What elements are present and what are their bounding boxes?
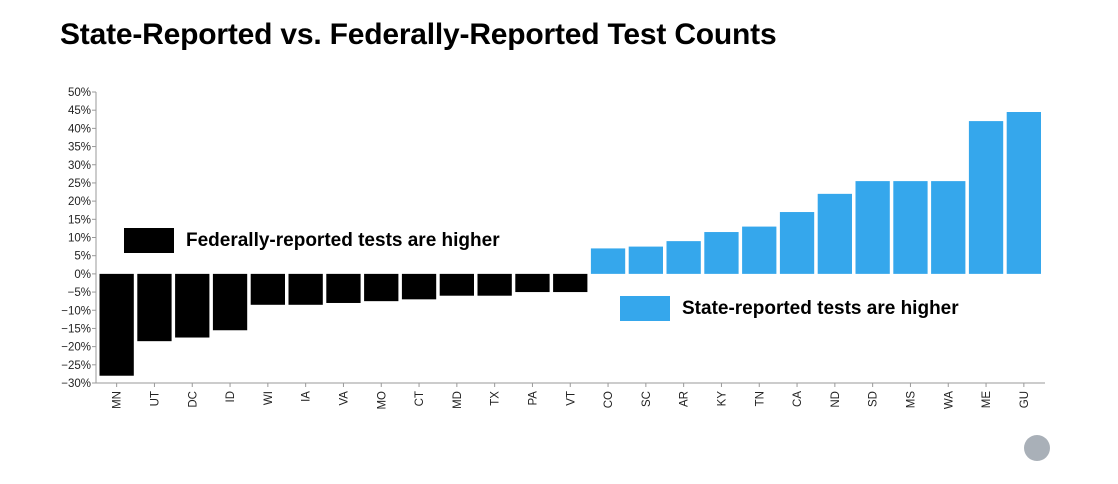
x-tick-label: ID [225, 391, 237, 403]
y-tick-label: 5% [74, 251, 91, 263]
x-tick-label: TN [754, 391, 766, 406]
legend-state-label: State-reported tests are higher [682, 297, 959, 319]
y-tick-label: 50% [68, 87, 91, 99]
y-tick-label: −20% [61, 342, 91, 354]
bar-md [439, 273, 474, 296]
bar-ky [704, 232, 739, 274]
chart-title: State-Reported vs. Federally-Reported Te… [60, 18, 777, 51]
x-tick-label: WA [943, 391, 955, 409]
bar-wi [250, 273, 285, 305]
y-tick-label: 35% [68, 142, 91, 154]
y-tick-label: 25% [68, 178, 91, 190]
y-tick-label: 15% [68, 214, 91, 226]
bar-ct [401, 273, 437, 300]
bar-ca [779, 212, 815, 274]
x-tick-label: MD [452, 391, 464, 409]
y-tick-label: 0% [74, 269, 91, 281]
x-tick-label: SD [868, 391, 880, 407]
x-tick-label: MS [905, 391, 917, 409]
y-tick-label: −10% [61, 305, 91, 317]
bar-va [326, 273, 361, 303]
legend-state: State-reported tests are higher [620, 296, 959, 321]
x-tick-label: ND [830, 391, 842, 408]
y-axis: −30% −25% −20% −15% −10% −5% 0% 5% 10% 15% 20% 25% 3… [61, 87, 97, 390]
crescent-logo-icon [1014, 428, 1050, 468]
bar-gu [1006, 112, 1041, 274]
legend-federal: Federally-reported tests are higher [124, 228, 500, 253]
y-tick-label: 40% [68, 123, 91, 135]
bar-me [968, 121, 1004, 274]
x-tick-label: AR [679, 391, 691, 407]
bar-dc [175, 273, 210, 338]
y-tick-label: −25% [61, 360, 91, 372]
bar-tn [742, 226, 777, 274]
x-tick-label: VT [565, 391, 577, 406]
y-tick-label: 45% [68, 105, 91, 117]
bar-ut [137, 273, 172, 342]
bar-mn [99, 273, 134, 376]
y-tick-label: −30% [61, 378, 91, 390]
x-tick-label: ME [981, 391, 993, 409]
x-tick-label: PA [527, 391, 539, 406]
x-tick-label: CA [792, 391, 804, 407]
x-tick-label: CO [603, 391, 615, 408]
legend-federal-swatch [124, 228, 174, 253]
legend-state-swatch [620, 296, 670, 321]
bar-sd [855, 181, 890, 274]
bar-co [590, 248, 626, 274]
y-tick-label: 20% [68, 196, 91, 208]
bar-ar [666, 241, 701, 274]
x-tick-label: TX [490, 391, 502, 406]
x-tick-label: SC [641, 391, 653, 407]
x-axis: MN UT DC ID WI IA VA MO CT MD TX PA VT CO SC AR KY TN CA ND… [96, 382, 1045, 410]
bar-ia [288, 273, 323, 305]
bar-mo [364, 273, 399, 302]
y-tick-label: −15% [61, 323, 91, 335]
bar-sc [628, 246, 663, 274]
bars [99, 112, 1041, 376]
bar-tx [477, 273, 512, 296]
x-tick-label: MO [376, 391, 388, 410]
x-tick-label: MN [112, 391, 124, 409]
x-tick-label: CT [414, 391, 426, 406]
y-tick-label: 30% [68, 160, 91, 172]
bar-nd [817, 193, 852, 274]
x-tick-label: IA [301, 391, 313, 402]
bar-pa [515, 273, 550, 293]
y-tick-label: −5% [68, 287, 91, 299]
legend-federal-label: Federally-reported tests are higher [186, 229, 500, 251]
x-tick-label: GU [1019, 391, 1031, 408]
bar-ms [893, 181, 928, 274]
x-tick-label: WI [263, 391, 275, 405]
bar-wa [931, 181, 966, 274]
x-tick-label: KY [716, 391, 728, 407]
x-tick-label: VA [338, 391, 350, 406]
y-tick-label: 10% [68, 233, 91, 245]
x-tick-label: UT [149, 391, 161, 406]
bar-id [212, 273, 248, 331]
bar-vt [553, 273, 588, 293]
x-tick-label: DC [187, 391, 199, 408]
